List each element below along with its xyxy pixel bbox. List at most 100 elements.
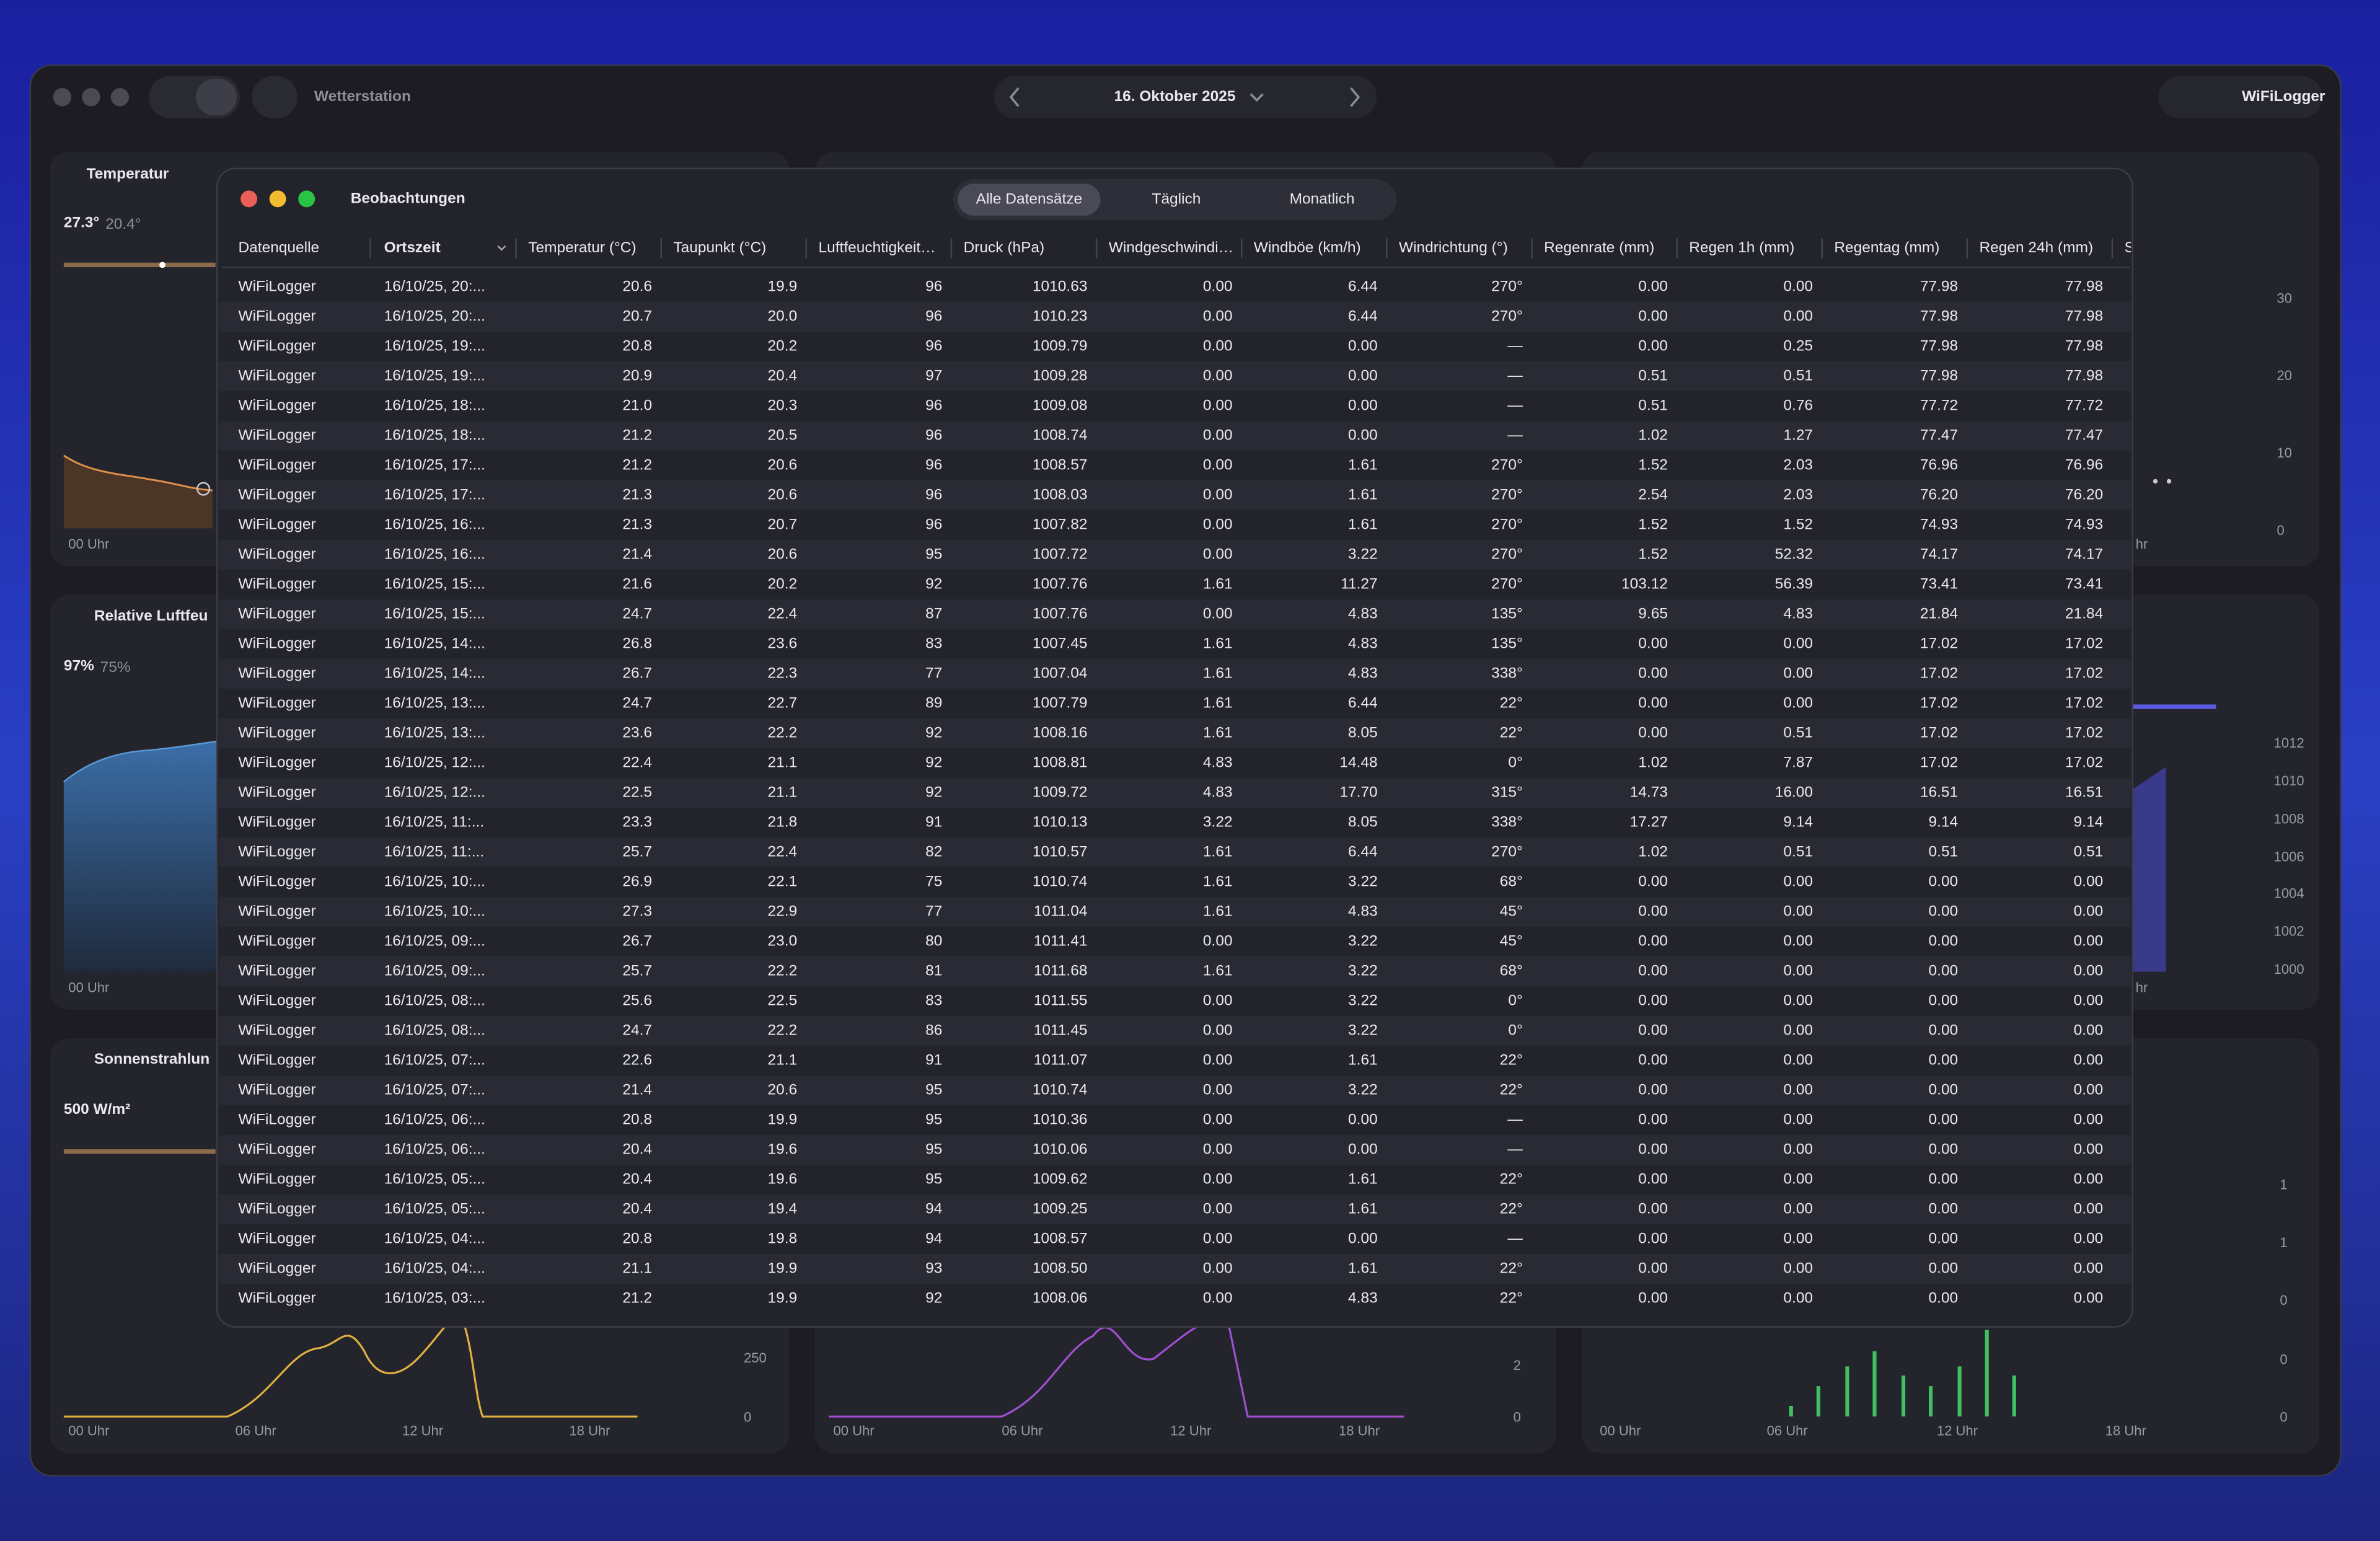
column-header[interactable]: Windböe (km/h): [1254, 239, 1361, 256]
cell: 0.00: [1638, 873, 1668, 890]
cell: 0.00: [1203, 932, 1233, 949]
cell: 21.4: [622, 1082, 652, 1098]
cell: 0.76: [1783, 397, 1813, 413]
column-header[interactable]: Regenrate (mm): [1544, 239, 1654, 256]
cell: 1008.57: [1033, 1230, 1088, 1247]
cell: 0.00: [2074, 963, 2104, 979]
cell: 0.00: [2074, 1141, 2104, 1158]
cell: 21.84: [2065, 605, 2103, 622]
cell: 270°: [1491, 516, 1523, 532]
x-axis-label: 18 Uhr: [569, 1423, 610, 1438]
column-header[interactable]: Taupunkt (°C): [673, 239, 766, 256]
card-title: Sonnenstrahlun: [94, 1051, 209, 1067]
window-button[interactable]: [53, 88, 72, 107]
column-header[interactable]: Ortszeit: [384, 239, 441, 256]
column-header[interactable]: Luftfeuchtigkeit…: [818, 239, 935, 256]
card-secondary: 20.4°: [105, 216, 141, 232]
view-button[interactable]: [195, 79, 237, 116]
cell: 0.00: [1638, 963, 1668, 979]
column-header[interactable]: Datenquelle: [238, 239, 319, 256]
cell: 16/10/25, 16:...: [384, 516, 485, 532]
cell: 0.00: [2074, 1022, 2104, 1039]
cell: 270°: [1491, 545, 1523, 562]
cell: 77.47: [2065, 426, 2103, 443]
column-header[interactable]: Windrichtung (°): [1399, 239, 1508, 256]
cell: 1.61: [1203, 694, 1233, 711]
close-button[interactable]: [240, 190, 258, 208]
cell: 1007.79: [1033, 694, 1088, 711]
cell: 76.20: [2065, 486, 2103, 503]
cell: 76.96: [2065, 456, 2103, 473]
tab[interactable]: Monatlich: [1290, 191, 1355, 208]
table-button[interactable]: [252, 76, 298, 119]
column-header[interactable]: Druck (hPa): [964, 239, 1045, 256]
cell: 0.00: [1638, 635, 1668, 651]
cell: 0.51: [1783, 843, 1813, 860]
column-header[interactable]: S: [2125, 239, 2135, 256]
cell: 16/10/25, 14:...: [384, 635, 485, 651]
column-header[interactable]: Regen 1h (mm): [1689, 239, 1794, 256]
date-picker[interactable]: [994, 76, 1377, 119]
cell: 1010.63: [1033, 278, 1088, 294]
y-axis-label: 1006: [2274, 849, 2304, 865]
column-header[interactable]: Regen 24h (mm): [1979, 239, 2093, 256]
cell: 0.00: [1638, 1052, 1668, 1069]
card-title: Temperatur: [87, 166, 169, 182]
cell: 20.4: [622, 1141, 652, 1158]
cell: 96: [925, 486, 942, 503]
cell: WiFiLogger: [238, 456, 315, 473]
tab[interactable]: Täglich: [1152, 191, 1201, 208]
cell: 74.93: [1920, 516, 1958, 532]
cell: 6.44: [1348, 694, 1378, 711]
cell: —: [1507, 426, 1523, 443]
cell: WiFiLogger: [238, 932, 315, 949]
cell: 0.51: [2074, 843, 2104, 860]
row-stripe: [218, 599, 2131, 629]
cell: 95: [925, 1111, 942, 1128]
cell: 74.17: [2065, 545, 2103, 562]
cell: 20.4: [622, 1201, 652, 1217]
x-axis-label: 18 Uhr: [1339, 1423, 1380, 1438]
cell: 77.98: [2065, 307, 2103, 324]
cell: 0.00: [1929, 1230, 1959, 1247]
minimize-button[interactable]: [269, 190, 286, 208]
cell: 80: [925, 932, 942, 949]
cell: 0.00: [1638, 1290, 1668, 1307]
zoom-button[interactable]: [298, 190, 315, 208]
cell: 22.4: [622, 754, 652, 770]
cell: 81: [925, 963, 942, 979]
row-stripe: [218, 539, 2131, 570]
window-button[interactable]: [82, 88, 100, 107]
cell: 16/10/25, 09:...: [384, 932, 485, 949]
cell: 16/10/25, 12:...: [384, 754, 485, 770]
cell: 0.00: [1638, 1230, 1668, 1247]
cell: 77: [925, 903, 942, 919]
cell: 22.2: [768, 724, 798, 741]
cell: 2.03: [1783, 486, 1813, 503]
column-header[interactable]: Windgeschwindi…: [1109, 239, 1233, 256]
cell: 1008.50: [1033, 1260, 1088, 1277]
cell: 23.6: [622, 724, 652, 741]
cell: 45°: [1500, 903, 1523, 919]
cell: 0.00: [1783, 1052, 1813, 1069]
tab[interactable]: Alle Datensätze: [976, 191, 1082, 208]
cell: 16/10/25, 13:...: [384, 724, 485, 741]
column-header[interactable]: Regentag (mm): [1834, 239, 1939, 256]
column-header[interactable]: Temperatur (°C): [528, 239, 636, 256]
station-button[interactable]: [2158, 76, 2322, 119]
cell: 1.61: [1348, 1260, 1378, 1277]
cell: 6.44: [1348, 307, 1378, 324]
row-stripe: [218, 361, 2131, 391]
cell: 16/10/25, 17:...: [384, 486, 485, 503]
date-label[interactable]: 16. Oktober 2025: [1114, 88, 1236, 105]
x-axis-label: 00 Uhr: [68, 536, 109, 552]
cell: 92: [925, 724, 942, 741]
cell: WiFiLogger: [238, 694, 315, 711]
station-label[interactable]: WiFiLogger: [2242, 88, 2325, 105]
cell: —: [1507, 337, 1523, 354]
cell: 26.8: [622, 635, 652, 651]
cell: 16/10/25, 08:...: [384, 992, 485, 1009]
cell: 1.52: [1783, 516, 1813, 532]
window-button[interactable]: [110, 88, 130, 107]
cell: 0.00: [1203, 1082, 1233, 1098]
